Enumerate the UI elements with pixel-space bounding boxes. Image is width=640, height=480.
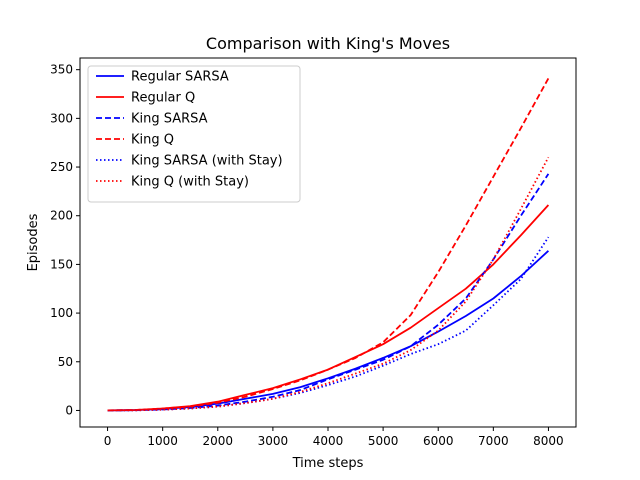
x-tick-label: 5000 xyxy=(368,434,399,448)
series-line-king-sarsa xyxy=(107,173,550,412)
x-tick-label: 6000 xyxy=(423,434,454,448)
series-group xyxy=(107,77,550,412)
x-tick-label: 0 xyxy=(104,434,112,448)
y-tick-label: 50 xyxy=(58,355,73,369)
series-line-king-sarsa-with-stay xyxy=(107,236,550,412)
y-tick-label: 350 xyxy=(50,63,73,77)
legend-label: King SARSA xyxy=(131,112,208,127)
legend-label: King SARSA (with Stay) xyxy=(131,154,283,169)
chart-title: Comparison with King's Moves xyxy=(206,34,450,53)
y-axis-ticks: 0 50 100 150 200 250 300 350 xyxy=(50,63,80,417)
x-tick-label: 7000 xyxy=(478,434,509,448)
y-tick-label: 150 xyxy=(50,257,73,271)
legend-label: Regular Q xyxy=(131,91,195,106)
legend-box xyxy=(87,65,301,203)
x-tick-label: 3000 xyxy=(258,434,289,448)
legend: Regular SARSA Regular Q King SARSA King Q Ki… xyxy=(87,65,301,203)
y-tick-label: 0 xyxy=(65,403,73,417)
x-axis-label: Time steps xyxy=(292,456,364,471)
y-tick-label: 300 xyxy=(50,111,73,125)
x-tick-label: 4000 xyxy=(313,434,344,448)
legend-label: King Q (with Stay) xyxy=(131,175,249,190)
series-line-regular-q xyxy=(107,204,550,412)
axes-frame xyxy=(79,57,577,428)
x-tick-label: 2000 xyxy=(203,434,234,448)
legend-label: King Q xyxy=(131,133,174,148)
y-axis-label: Episodes xyxy=(26,213,41,271)
x-tick-label: 8000 xyxy=(533,434,564,448)
x-axis-ticks: 0 1000 2000 3000 4000 5000 6000 7000 8000 xyxy=(104,427,564,448)
series-line-king-q-with-stay xyxy=(107,156,550,412)
legend-label: Regular SARSA xyxy=(131,70,229,85)
series-line-king-q xyxy=(107,77,550,412)
y-tick-label: 200 xyxy=(50,209,73,223)
y-tick-label: 250 xyxy=(50,160,73,174)
y-tick-label: 100 xyxy=(50,306,73,320)
x-tick-label: 1000 xyxy=(147,434,178,448)
